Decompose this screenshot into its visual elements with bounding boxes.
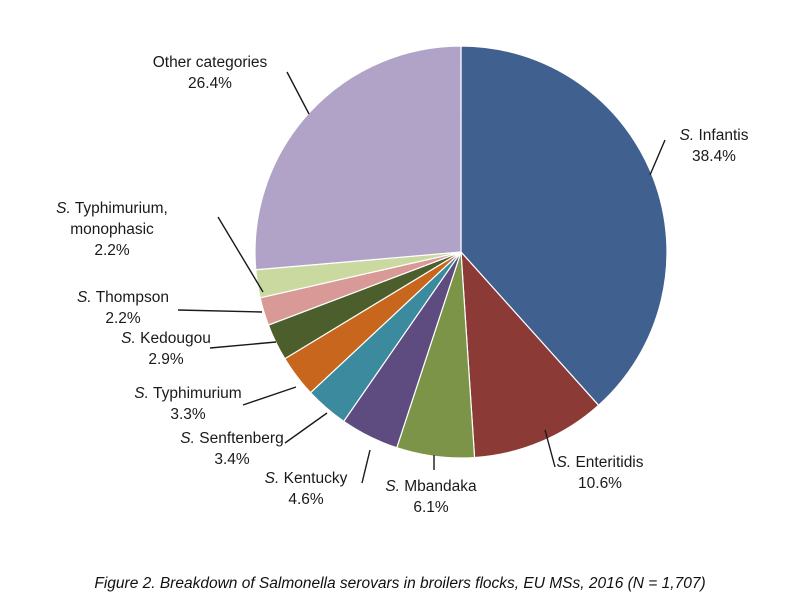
- figure-caption: Figure 2. Breakdown of Salmonella serova…: [94, 575, 706, 592]
- leader-line-senftenberg: [284, 412, 328, 444]
- leader-line-infantis: [649, 139, 666, 176]
- pie-slice-infantis: [460, 45, 668, 407]
- slice-value-senftenberg: 3.4%: [214, 451, 250, 468]
- slice-value-thompson: 2.2%: [105, 310, 141, 327]
- slice-value-enteritidis: 10.6%: [578, 475, 622, 492]
- leader-line-enteritidis: [544, 429, 556, 468]
- slice-label-kentucky: S. Kentucky: [265, 470, 348, 487]
- slice-value-other-categories: 26.4%: [188, 75, 232, 92]
- slice-value-mbandaka: 6.1%: [413, 499, 449, 516]
- pie-slice-other-categories: [254, 45, 462, 271]
- leader-line-typhimurium: [217, 216, 264, 293]
- slice-value-infantis: 38.4%: [692, 148, 736, 165]
- slice-value-kentucky: 4.6%: [288, 491, 324, 508]
- leader-line-typhimurium: [242, 386, 297, 406]
- slice-label-enteritidis: S. Enteritidis: [556, 454, 643, 471]
- leader-line-kedougou: [209, 341, 277, 349]
- pie-slice-enteritidis: [460, 250, 600, 459]
- leader-line-other-categories: [286, 71, 310, 115]
- slice-label-kedougou: S. Kedougou: [121, 330, 211, 347]
- slice-value-typhimurium: 3.3%: [170, 406, 206, 423]
- slice-label-other-categories: Other categories: [153, 54, 268, 71]
- leader-line-kentucky: [361, 449, 371, 484]
- slice-label-thompson: S. Thompson: [77, 289, 169, 306]
- slice-label-typhimurium: S. Typhimurium: [134, 385, 241, 402]
- slice-label-line-typhimurium: monophasic: [70, 221, 154, 238]
- slice-label-infantis: S. Infantis: [680, 127, 749, 144]
- slice-label-mbandaka: S. Mbandaka: [385, 478, 477, 495]
- slice-label-typhimurium: S. Typhimurium,: [56, 200, 168, 217]
- slice-value-kedougou: 2.9%: [148, 351, 184, 368]
- leader-line-thompson: [177, 309, 263, 313]
- slice-label-senftenberg: S. Senftenberg: [180, 430, 283, 447]
- slice-value-typhimurium: 2.2%: [94, 242, 130, 259]
